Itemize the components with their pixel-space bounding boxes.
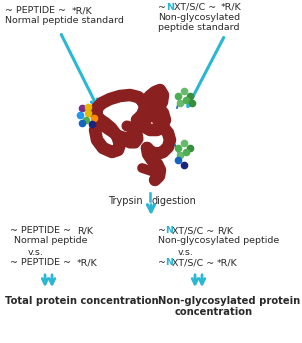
Text: ~ PEPTIDE ~: ~ PEPTIDE ~ xyxy=(10,258,71,267)
Text: Non-glycosylated: Non-glycosylated xyxy=(158,13,240,22)
Text: v.s.: v.s. xyxy=(178,248,194,257)
Text: v.s.: v.s. xyxy=(28,248,44,257)
Text: ~ PEPTIDE ~: ~ PEPTIDE ~ xyxy=(5,6,66,15)
Text: ~: ~ xyxy=(158,258,166,267)
Text: Total protein concentration: Total protein concentration xyxy=(5,296,159,306)
Text: N: N xyxy=(166,3,174,12)
Text: Normal peptide: Normal peptide xyxy=(14,236,88,245)
Text: R/K: R/K xyxy=(217,226,233,235)
Text: N: N xyxy=(165,226,173,235)
Text: digestion: digestion xyxy=(152,196,197,206)
Text: Non-glycosylated protein: Non-glycosylated protein xyxy=(158,296,300,306)
Text: *R/K: *R/K xyxy=(221,3,242,12)
Text: Non-glycosylated peptide: Non-glycosylated peptide xyxy=(158,236,279,245)
Text: XT/S/C ~: XT/S/C ~ xyxy=(172,258,214,267)
Text: Trypsin: Trypsin xyxy=(108,196,143,206)
Text: *R/K: *R/K xyxy=(72,6,93,15)
Text: R/K: R/K xyxy=(77,226,93,235)
Text: ~: ~ xyxy=(158,226,166,235)
Text: N: N xyxy=(165,258,173,267)
Text: Normal peptide standard: Normal peptide standard xyxy=(5,16,124,25)
Text: concentration: concentration xyxy=(175,307,253,317)
Text: *R/K: *R/K xyxy=(217,258,238,267)
Text: peptide standard: peptide standard xyxy=(158,23,239,32)
Text: ~ PEPTIDE ~: ~ PEPTIDE ~ xyxy=(10,226,71,235)
Text: XT/S/C ~: XT/S/C ~ xyxy=(172,226,214,235)
Text: *R/K: *R/K xyxy=(77,258,98,267)
Text: XT/S/C ~: XT/S/C ~ xyxy=(174,3,216,12)
Text: ~: ~ xyxy=(158,3,166,12)
